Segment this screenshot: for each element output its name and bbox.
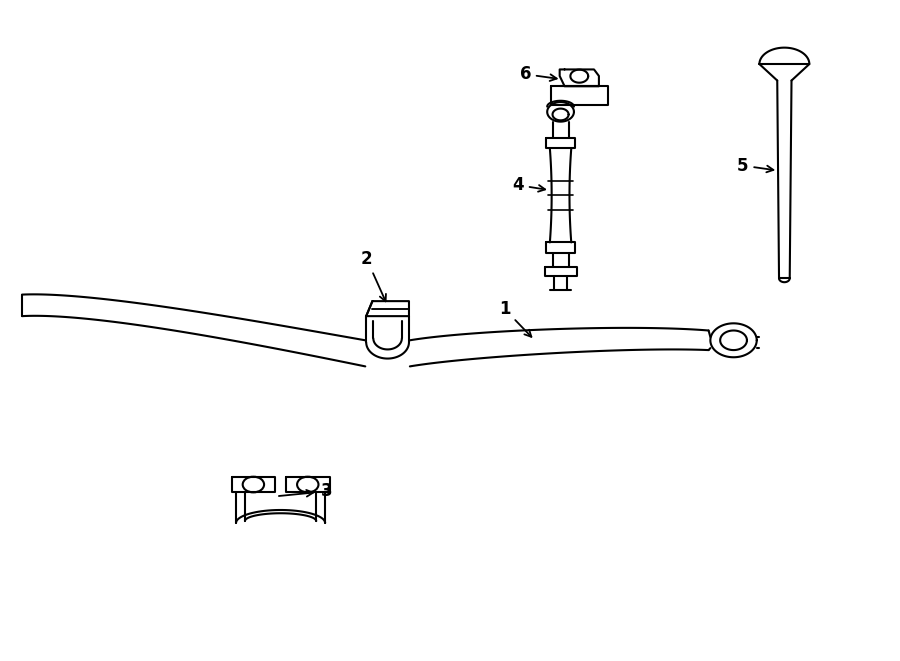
Text: 5: 5 — [737, 157, 773, 175]
Text: 3: 3 — [279, 483, 332, 500]
Text: 4: 4 — [512, 176, 545, 194]
Text: 2: 2 — [361, 250, 386, 301]
Text: 1: 1 — [499, 300, 531, 337]
Text: 6: 6 — [519, 65, 557, 83]
